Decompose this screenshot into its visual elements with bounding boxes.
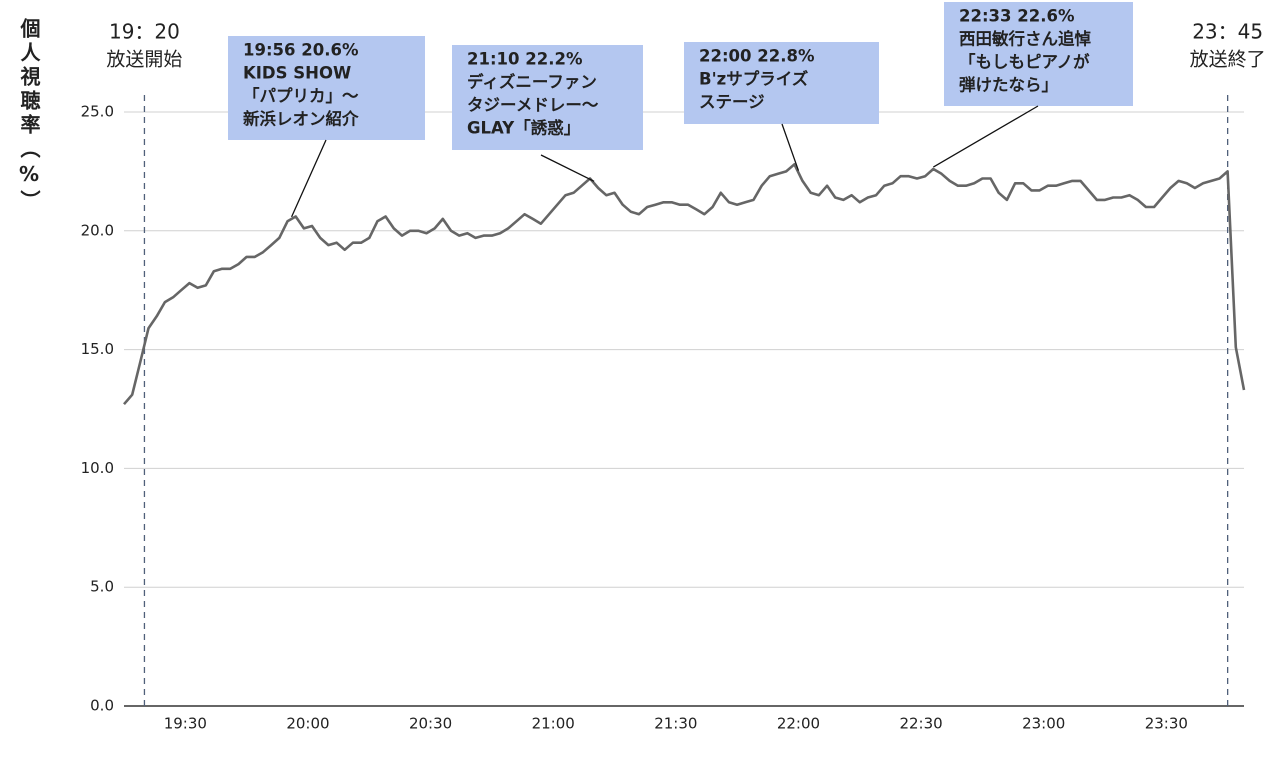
callout-text: 「もしもピアノが [959, 52, 1090, 72]
callout-leader [933, 105, 1039, 168]
y-tick-label: 20.0 [81, 221, 114, 239]
y-tick-label: 15.0 [81, 340, 114, 358]
y-tick-label: 5.0 [90, 578, 114, 596]
callout-text: 新浜レオン紹介 [243, 109, 359, 129]
callout-text: 22:33 22.6% [959, 7, 1075, 26]
y-tick-label: 10.0 [81, 459, 114, 477]
callout-text: 22:00 22.8% [699, 47, 815, 66]
callout-leader [290, 139, 327, 218]
callout-text: 「パプリカ」～ [243, 86, 359, 106]
marker-label: 23：45 [1192, 20, 1263, 44]
marker-label: 19：20 [109, 20, 180, 44]
x-tick-label: 21:00 [532, 715, 575, 733]
callout-text: 弾けたなら」 [959, 75, 1058, 95]
x-tick-label: 23:00 [1022, 715, 1065, 733]
marker-note: 放送開始 [106, 49, 182, 71]
callout-box [944, 2, 1133, 106]
y-tick-label: 0.0 [90, 697, 114, 715]
marker-note: 放送終了 [1190, 49, 1266, 71]
callout-text: タジーメドレー～ [467, 96, 599, 115]
callout-box [452, 45, 643, 150]
x-tick-label: 23:30 [1145, 715, 1188, 733]
callout-text: B'zサプライズ [699, 69, 809, 89]
callout-box [228, 36, 425, 140]
callout-box [684, 42, 879, 124]
callout-text: ステージ [699, 93, 765, 112]
callout-text: KIDS SHOW [243, 64, 351, 83]
x-tick-label: 20:00 [286, 715, 329, 733]
callout-text: 19:56 20.6% [243, 41, 359, 60]
callout-text: 西田敏行さん追悼 [959, 29, 1092, 49]
callout-text: GLAY「誘惑」 [467, 118, 580, 138]
y-tick-label: 25.0 [81, 103, 114, 121]
callout-text: 21:10 22.2% [467, 50, 583, 69]
x-tick-label: 19:30 [164, 715, 207, 733]
callout-leader [540, 154, 595, 182]
callout-leader [781, 123, 800, 171]
x-tick-label: 20:30 [409, 715, 452, 733]
callout-text: ディズニーファン [467, 72, 597, 92]
y-axis-title: 個人視聴率（%） [17, 18, 41, 214]
x-tick-label: 22:30 [899, 715, 942, 733]
x-tick-label: 21:30 [654, 715, 697, 733]
data-line [123, 163, 1246, 406]
x-tick-label: 22:00 [777, 715, 820, 733]
callout: 19:56 20.6% KIDS SHOW 「パプリカ」～ 新浜レオン紹介 [228, 36, 425, 218]
